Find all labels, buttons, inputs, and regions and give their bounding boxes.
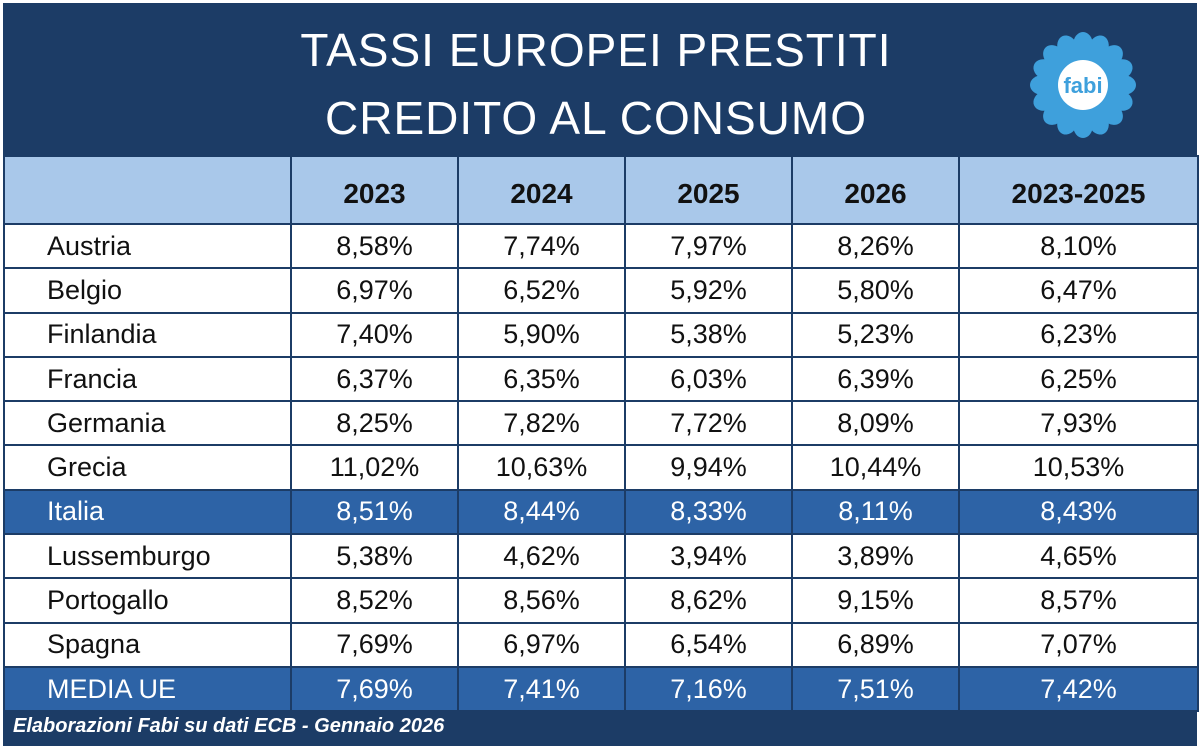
header: TASSI EUROPEI PRESTITI CREDITO AL CONSUM… [3, 3, 1197, 155]
country-name: Austria [3, 222, 292, 270]
country-name: Finlandia [3, 311, 292, 358]
country-name: MEDIA UE [3, 665, 292, 713]
rate-cell: 4,65% [958, 533, 1199, 580]
rate-cell: 6,54% [624, 621, 793, 668]
rate-cell: 6,25% [958, 355, 1199, 403]
rate-cell: 8,56% [457, 577, 626, 624]
table-row: Lussemburgo 5,38% 4,62% 3,94% 3,89% 4,65% [3, 533, 1199, 580]
rate-cell: 10,63% [457, 444, 626, 491]
rate-cell: 8,62% [624, 577, 793, 624]
rate-cell: 7,82% [457, 400, 626, 447]
rate-cell: 8,44% [457, 488, 626, 536]
country-name: Germania [3, 400, 292, 447]
rate-cell: 8,09% [791, 400, 960, 447]
rate-cell: 8,11% [791, 488, 960, 536]
rate-cell: 8,58% [290, 222, 459, 270]
rate-cell: 3,94% [624, 533, 793, 580]
column-header: 2024 [457, 155, 626, 225]
rate-cell: 6,37% [290, 355, 459, 403]
rate-cell: 10,44% [791, 444, 960, 491]
rate-cell: 7,07% [958, 621, 1199, 668]
logo-petal [1107, 59, 1133, 81]
country-name: Grecia [3, 444, 292, 491]
source-note: Elaborazioni Fabi su dati ECB - Gennaio … [13, 715, 445, 737]
column-header: 2026 [791, 155, 960, 225]
rate-cell: 5,23% [791, 311, 960, 358]
rate-cell: 8,10% [958, 222, 1199, 270]
logo-text: fabi [1063, 73, 1102, 98]
rate-cell: 8,26% [791, 222, 960, 270]
rate-cell: 5,92% [624, 267, 793, 314]
rate-cell: 7,69% [290, 665, 459, 713]
table-header-row: 2023 2024 2025 2026 2023-2025 [3, 155, 1199, 225]
rate-cell: 6,03% [624, 355, 793, 403]
rate-cell: 7,51% [791, 665, 960, 713]
table-row: Finlandia 7,40% 5,90% 5,38% 5,23% 6,23% [3, 311, 1199, 358]
rate-cell: 6,39% [791, 355, 960, 403]
logo-petal [1033, 89, 1059, 111]
rate-cell: 8,51% [290, 488, 459, 536]
column-header: 2023-2025 [958, 155, 1199, 225]
rate-cell: 6,52% [457, 267, 626, 314]
rate-cell: 8,33% [624, 488, 793, 536]
rates-table: 2023 2024 2025 2026 2023-2025 Austria 8,58% 7,… [3, 155, 1199, 713]
rate-cell: 5,38% [624, 311, 793, 358]
rate-cell: 8,43% [958, 488, 1199, 536]
rate-cell: 7,42% [958, 665, 1199, 713]
title-line-1: TASSI EUROPEI PRESTITI [300, 24, 892, 76]
fabi-logo: fabi [1030, 32, 1136, 138]
country-name: Lussemburgo [3, 533, 292, 580]
rate-cell: 8,25% [290, 400, 459, 447]
table-row: Austria 8,58% 7,74% 7,97% 8,26% 8,10% [3, 222, 1199, 270]
country-name: Spagna [3, 621, 292, 668]
rate-cell: 8,52% [290, 577, 459, 624]
rate-cell: 7,72% [624, 400, 793, 447]
title-line-2: CREDITO AL CONSUMO [325, 92, 867, 144]
rate-cell: 8,57% [958, 577, 1199, 624]
rate-cell: 5,38% [290, 533, 459, 580]
country-name: Italia [3, 488, 292, 536]
infographic-frame: TASSI EUROPEI PRESTITI CREDITO AL CONSUM… [3, 3, 1199, 746]
table-row: Belgio 6,97% 6,52% 5,92% 5,80% 6,47% [3, 267, 1199, 314]
rate-cell: 5,80% [791, 267, 960, 314]
rate-cell: 10,53% [958, 444, 1199, 491]
rate-cell: 7,93% [958, 400, 1199, 447]
rate-cell: 7,69% [290, 621, 459, 668]
rate-cell: 6,97% [290, 267, 459, 314]
rate-cell: 7,74% [457, 222, 626, 270]
rate-cell: 7,40% [290, 311, 459, 358]
rate-cell: 7,16% [624, 665, 793, 713]
rate-cell: 5,90% [457, 311, 626, 358]
rate-cell: 3,89% [791, 533, 960, 580]
rate-cell: 9,15% [791, 577, 960, 624]
average-row: MEDIA UE 7,69% 7,41% 7,16% 7,51% 7,42% [3, 665, 1199, 713]
table-row: Grecia 11,02% 10,63% 9,94% 10,44% 10,53% [3, 444, 1199, 491]
rate-cell: 6,23% [958, 311, 1199, 358]
rate-cell: 7,41% [457, 665, 626, 713]
rate-cell: 6,97% [457, 621, 626, 668]
table-row: Francia 6,37% 6,35% 6,03% 6,39% 6,25% [3, 355, 1199, 403]
country-name: Portogallo [3, 577, 292, 624]
rate-cell: 6,35% [457, 355, 626, 403]
table-row: Portogallo 8,52% 8,56% 8,62% 9,15% 8,57% [3, 577, 1199, 624]
table-row: Germania 8,25% 7,82% 7,72% 8,09% 7,93% [3, 400, 1199, 447]
column-header: 2025 [624, 155, 793, 225]
logo-petal [1057, 35, 1079, 61]
table-row: Spagna 7,69% 6,97% 6,54% 6,89% 7,07% [3, 621, 1199, 668]
logo-petal [1087, 109, 1109, 135]
highlighted-row: Italia 8,51% 8,44% 8,33% 8,11% 8,43% [3, 488, 1199, 536]
rate-cell: 6,47% [958, 267, 1199, 314]
country-name: Francia [3, 355, 292, 403]
rate-cell: 7,97% [624, 222, 793, 270]
rate-cell: 9,94% [624, 444, 793, 491]
country-name: Belgio [3, 267, 292, 314]
rate-cell: 6,89% [791, 621, 960, 668]
column-header: 2023 [290, 155, 459, 225]
rate-cell: 11,02% [290, 444, 459, 491]
rate-cell: 4,62% [457, 533, 626, 580]
header-cell-blank [3, 155, 292, 225]
